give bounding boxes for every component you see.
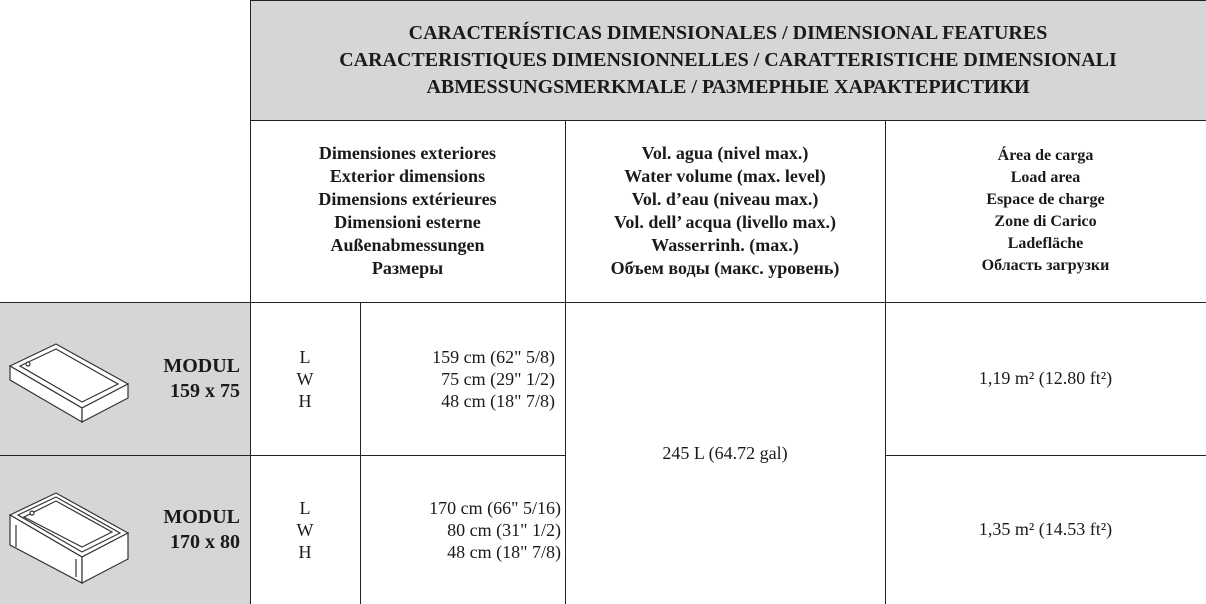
column-header: Dimensiones exteriores Exterior dimension… — [250, 120, 565, 302]
column-header-line: Wasserrinh. (max.) — [651, 235, 799, 255]
dimension-value: 80 cm (31" 1/2) — [447, 519, 561, 540]
column-header-line: Vol. agua (nivel max.) — [641, 143, 809, 163]
dimension-value: 159 cm (62" 5/8) — [432, 346, 555, 367]
column-header-line: Объем воды (макс. уровень) — [610, 258, 840, 278]
column-header-line: Zone di Carico — [994, 213, 1097, 230]
bathtub-icon — [8, 492, 130, 584]
axis-label: W — [296, 519, 314, 540]
dimension-value: 48 cm (18" 7/8) — [441, 390, 555, 411]
border — [0, 455, 565, 456]
model-line: 170 x 80 — [170, 530, 240, 553]
column-header-line: Water volume (max. level) — [624, 166, 826, 186]
border — [885, 120, 886, 604]
header-line: CARACTERÍSTICAS DIMENSIONALES / DIMENSIO… — [408, 21, 1048, 44]
column-header-line: Dimensioni esterne — [334, 212, 481, 232]
model-label: MODUL 170 x 80 — [130, 455, 250, 604]
dimension-value: 170 cm (66" 5/16) — [429, 497, 561, 518]
dimension-value: 48 cm (18" 7/8) — [447, 541, 561, 562]
axis-label: L — [299, 346, 311, 367]
model-line: MODUL — [163, 354, 240, 377]
column-header: Área de carga Load area Espace de charge Zo… — [885, 120, 1206, 302]
column-header: Vol. agua (nivel max.) Water volume (max.… — [565, 120, 885, 302]
axis-label: L — [299, 497, 311, 518]
header: CARACTERÍSTICAS DIMENSIONALES / DIMENSIO… — [250, 0, 1206, 120]
column-header-line: Espace de charge — [986, 191, 1105, 208]
border — [565, 120, 566, 604]
axis-label: H — [298, 390, 312, 411]
column-header-line: Exterior dimensions — [329, 166, 486, 186]
column-header-line: Dimensions extérieures — [318, 189, 497, 209]
border — [0, 302, 1206, 303]
column-header-line: Ladefläche — [1007, 235, 1084, 252]
model-line: 159 x 75 — [170, 379, 240, 402]
axis-label: H — [298, 541, 312, 562]
column-header-line: Dimensiones exteriores — [318, 143, 497, 163]
border — [250, 120, 1206, 121]
bathtub-icon — [8, 343, 130, 424]
column-header-line: Vol. d’eau (niveau max.) — [631, 189, 819, 209]
column-header-line: Область загрузки — [981, 257, 1110, 274]
load-area: 1,19 m² (12.80 ft²) — [978, 368, 1113, 388]
border — [360, 302, 361, 604]
axis-label: W — [296, 368, 314, 389]
dimension-values: 170 cm (66" 5/16) 80 cm (31" 1/2) 48 cm (1… — [360, 455, 565, 604]
dimension-value: 75 cm (29" 1/2) — [441, 368, 555, 389]
water-volume: 245 L (64.72 gal) — [662, 442, 788, 463]
dimension-values: 159 cm (62" 5/8) 75 cm (29" 1/2) 48 cm (18… — [360, 302, 565, 455]
model-label: MODUL 159 x 75 — [130, 302, 250, 455]
load-area: 1,35 m² (14.53 ft²) — [978, 519, 1113, 539]
column-header-line: Load area — [1010, 169, 1081, 186]
column-header-line: Vol. dell’ acqua (livello max.) — [614, 212, 836, 232]
border — [885, 455, 1206, 456]
header-line: ABMESSUNGSMERKMALE / РАЗМЕРНЫЕ ХАРАКТЕРИ… — [426, 75, 1030, 98]
header-line: CARACTERISTIQUES DIMENSIONNELLES / CARAT… — [339, 48, 1117, 71]
model-line: MODUL — [163, 505, 240, 528]
column-header-line: Área de carga — [997, 147, 1094, 164]
column-header-line: Размеры — [371, 258, 444, 278]
column-header-line: Außenabmessungen — [330, 235, 485, 255]
header-bg — [250, 0, 1206, 120]
